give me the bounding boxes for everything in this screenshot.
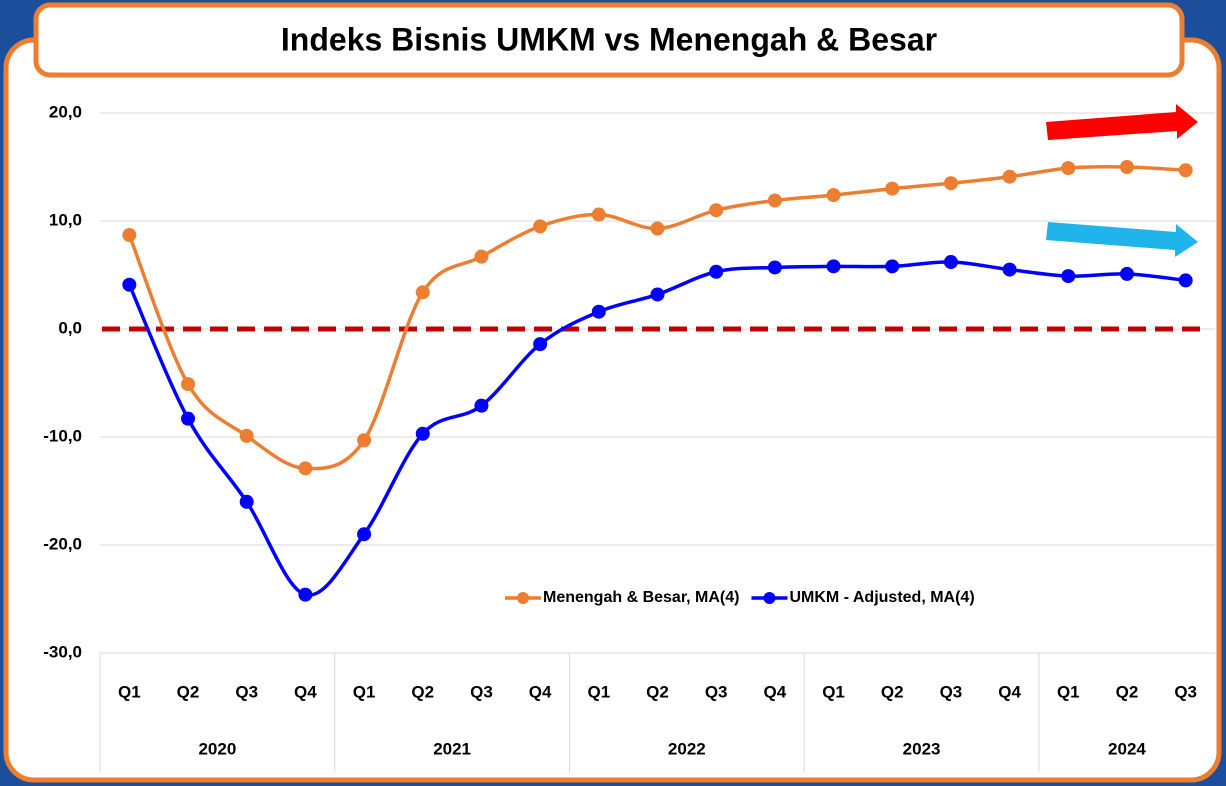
x-tick-label: Q1 xyxy=(822,682,845,701)
data-point xyxy=(709,264,724,279)
data-point xyxy=(885,259,900,274)
y-tick-label: -10,0 xyxy=(43,426,82,445)
series-line xyxy=(127,165,1186,471)
data-point xyxy=(298,587,313,602)
trend-arrow-up xyxy=(1046,104,1198,140)
x-tick-label: Q1 xyxy=(118,682,141,701)
data-point xyxy=(533,219,548,234)
legend-marker xyxy=(517,592,529,604)
x-group-label: 2024 xyxy=(1108,739,1146,758)
data-point xyxy=(767,193,782,208)
data-point xyxy=(650,287,665,302)
title-box xyxy=(33,2,1185,78)
data-point xyxy=(943,176,958,191)
x-tick-label: Q1 xyxy=(353,682,376,701)
x-tick-label: Q2 xyxy=(1116,682,1139,701)
data-point xyxy=(1119,266,1134,281)
y-tick-label: -20,0 xyxy=(43,534,82,553)
x-group-label: 2021 xyxy=(433,739,471,758)
x-tick-label: Q3 xyxy=(705,682,728,701)
x-group-label: 2022 xyxy=(668,739,706,758)
plot-area: -30,0 -20,0 -10,0 0,0 10,0 20,0 Q1 Q2 Q3 Q4 2020 Q1… xyxy=(43,102,1215,772)
data-point xyxy=(1061,269,1076,284)
data-point xyxy=(767,260,782,275)
legend-marker xyxy=(763,592,776,604)
data-point xyxy=(298,461,313,476)
chart-panel xyxy=(3,37,1222,783)
x-tick-label: Q3 xyxy=(235,682,258,701)
data-point xyxy=(1119,160,1134,174)
data-point xyxy=(415,426,430,441)
y-tick-label: 20,0 xyxy=(49,102,82,121)
y-tick-label: 10,0 xyxy=(49,210,82,229)
x-tick-label: Q3 xyxy=(470,682,493,701)
data-point xyxy=(357,433,372,448)
data-point xyxy=(591,207,606,222)
data-point xyxy=(122,277,137,292)
data-point xyxy=(1002,169,1017,184)
data-point xyxy=(239,428,254,443)
x-group-label: 2023 xyxy=(903,739,941,758)
x-tick-label: Q1 xyxy=(587,682,610,701)
data-point xyxy=(181,377,196,392)
x-tick-label: Q4 xyxy=(294,682,317,701)
data-point xyxy=(1178,163,1193,178)
y-tick-label: -30,0 xyxy=(43,642,82,661)
data-point xyxy=(709,203,724,218)
chart-title: Indeks Bisnis UMKM vs Menengah & Besar xyxy=(281,21,937,57)
data-point xyxy=(122,228,137,243)
x-tick-label: Q4 xyxy=(764,682,787,701)
data-point xyxy=(650,221,665,236)
x-tick-label: Q4 xyxy=(529,682,552,701)
y-tick-label: 0,0 xyxy=(58,318,82,337)
data-point xyxy=(826,259,841,274)
legend-label: Menengah & Besar, MA(4) xyxy=(543,589,739,606)
data-point xyxy=(181,411,196,426)
data-point xyxy=(1002,262,1017,277)
data-point xyxy=(943,255,958,270)
data-point xyxy=(826,188,841,203)
x-tick-label: Q2 xyxy=(177,682,200,701)
data-point xyxy=(474,249,489,264)
trend-arrow-down xyxy=(1046,222,1198,257)
x-tick-label: Q4 xyxy=(998,682,1021,701)
data-point xyxy=(239,494,254,509)
data-point xyxy=(474,398,489,413)
data-point xyxy=(1061,161,1076,176)
x-tick-label: Q1 xyxy=(1057,682,1080,701)
x-tick-label: Q3 xyxy=(1174,682,1197,701)
x-tick-label: Q2 xyxy=(646,682,669,701)
data-point xyxy=(885,181,900,196)
data-point xyxy=(415,285,430,300)
x-tick-label: Q2 xyxy=(881,682,904,701)
x-tick-label: Q2 xyxy=(411,682,434,701)
data-point xyxy=(1178,273,1193,288)
legend-label: UMKM - Adjusted, MA(4) xyxy=(789,589,974,606)
data-point xyxy=(533,337,548,352)
x-group-label: 2020 xyxy=(198,739,236,758)
data-point xyxy=(591,304,606,319)
x-tick-label: Q3 xyxy=(940,682,963,701)
data-point xyxy=(357,527,372,542)
